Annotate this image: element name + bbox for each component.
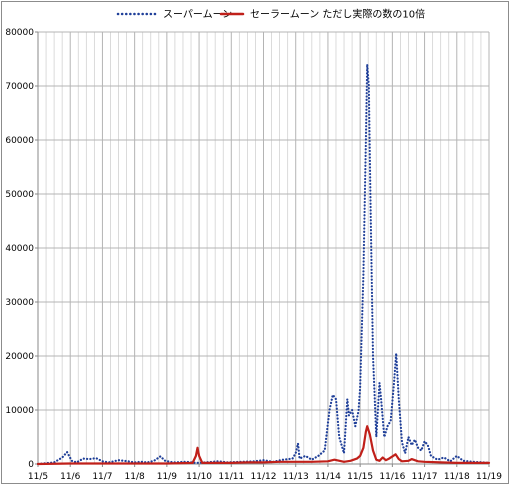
- x-tick-label: 11/14: [315, 472, 341, 482]
- x-tick-label: 11/15: [347, 472, 373, 482]
- x-tick-label: 11/5: [28, 472, 48, 482]
- y-tick-label: 0: [28, 460, 34, 470]
- x-tick-label: 11/9: [157, 472, 177, 482]
- y-tick-label: 60000: [5, 136, 34, 146]
- x-tick-label: 11/17: [412, 472, 438, 482]
- y-tick-label: 70000: [5, 82, 34, 92]
- series-line-1: [36, 63, 491, 466]
- y-tick-label: 40000: [5, 244, 34, 254]
- legend-label-2: セーラームーン ただし実際の数の10倍: [250, 8, 425, 21]
- legend: スーパームーン セーラームーン ただし実際の数の10倍: [116, 8, 425, 21]
- x-tick-label: 11/10: [186, 472, 212, 482]
- x-tick-labels: 11/5 11/6 11/7 11/8 11/9 11/10 11/11 11/12 11/13…: [28, 472, 502, 482]
- x-tick-label: 11/18: [444, 472, 470, 482]
- y-tick-label: 10000: [5, 406, 34, 416]
- y-tick-label: 80000: [5, 28, 34, 38]
- x-tick-label: 11/13: [283, 472, 309, 482]
- y-tick-label: 30000: [5, 298, 34, 308]
- x-tick-label: 11/12: [251, 472, 277, 482]
- legend-label-1: スーパームーン: [163, 9, 232, 21]
- x-tick-label: 11/19: [476, 472, 502, 482]
- x-tick-label: 11/6: [60, 472, 80, 482]
- y-tick-label: 20000: [5, 352, 34, 362]
- series-line-2: [36, 425, 491, 466]
- x-tick-label: 11/16: [379, 472, 405, 482]
- series-lines: [36, 63, 491, 466]
- y-tick-labels: 0 10000 20000 30000 40000 50000 60000 70000 8000…: [5, 28, 34, 470]
- x-tick-label: 11/11: [218, 472, 244, 482]
- x-tick-label: 11/8: [125, 472, 145, 482]
- x-tick-label: 11/7: [92, 472, 112, 482]
- y-tick-label: 50000: [5, 190, 34, 200]
